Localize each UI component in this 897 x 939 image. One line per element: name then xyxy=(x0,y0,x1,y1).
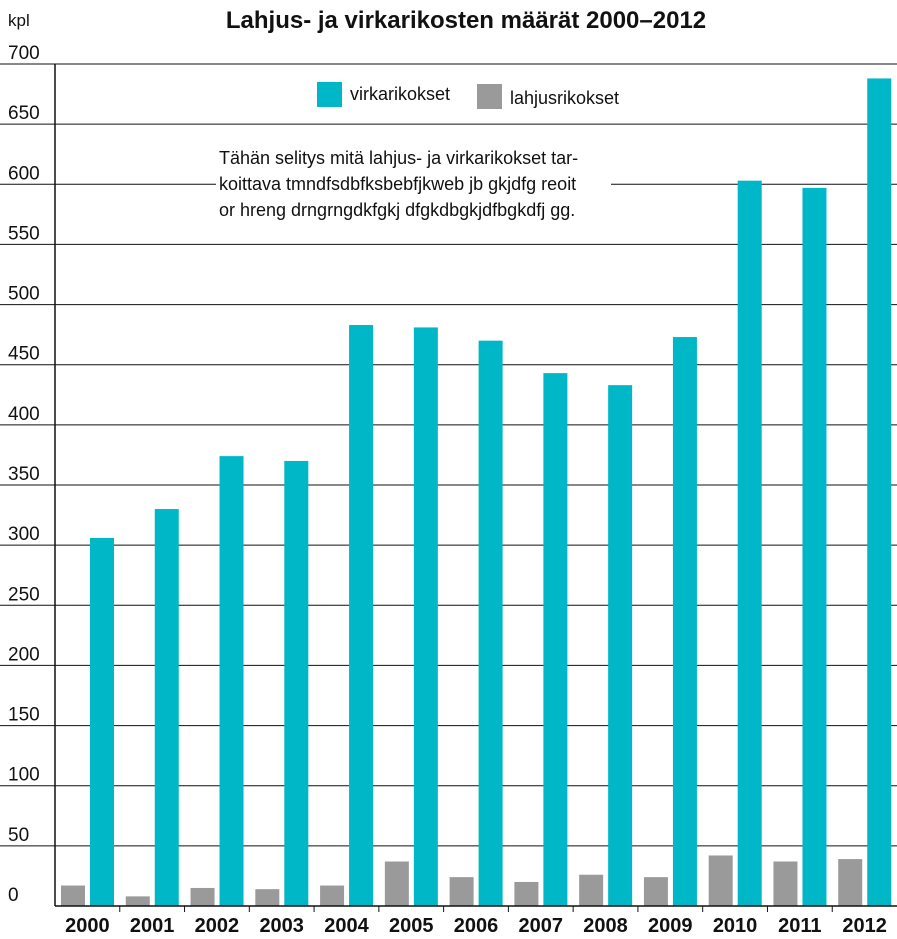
x-tick-label-2009: 2009 xyxy=(648,915,693,937)
legend-label-virkarikokset: virkarikokset xyxy=(350,84,450,104)
bar-virkarikokset-2006 xyxy=(478,340,503,907)
x-tick-label-2005: 2005 xyxy=(389,915,434,937)
x-axis-ticks: 2000 2001 2002 2003 2004 2005 2006 2007 2008 2009… xyxy=(65,906,887,937)
bar-virkarikokset-2011 xyxy=(802,187,827,906)
x-tick-label-2012: 2012 xyxy=(842,915,887,937)
bar-lahjusrikokset-2006 xyxy=(449,877,474,906)
x-tick-label-2007: 2007 xyxy=(519,915,564,937)
y-tick-label-500: 500 xyxy=(8,284,40,305)
bar-virkarikokset-2009 xyxy=(672,337,697,906)
y-tick-label-300: 300 xyxy=(8,524,40,545)
bar-lahjusrikokset-2001 xyxy=(125,896,150,906)
bar-virkarikokset-2010 xyxy=(737,180,762,907)
note-line-3: or hreng drngrngdkfgkj dfgkdbgkjdfbgkdfj… xyxy=(219,200,575,220)
note-line-2: koittava tmndfsdbfksbebfjkweb jb gkjdfg … xyxy=(219,174,576,194)
y-tick-label-100: 100 xyxy=(8,765,40,786)
x-tick-label-2011: 2011 xyxy=(778,915,821,937)
y-tick-label-450: 450 xyxy=(8,344,40,365)
y-tick-label-700: 700 xyxy=(8,43,40,64)
y-tick-label-200: 200 xyxy=(8,644,40,665)
x-tick-label-2006: 2006 xyxy=(454,915,499,937)
bar-lahjusrikokset-2000 xyxy=(61,885,85,906)
y-tick-label-150: 150 xyxy=(8,705,40,726)
bar-lahjusrikokset-2007 xyxy=(514,881,539,906)
bar-virkarikokset-2003 xyxy=(284,460,309,906)
bar-lahjusrikokset-2010 xyxy=(708,855,733,906)
legend-label-lahjusrikokset: lahjusrikokset xyxy=(510,88,619,108)
x-tick-label-2002: 2002 xyxy=(195,915,240,937)
bar-virkarikokset-2007 xyxy=(543,373,568,906)
x-tick-label-2003: 2003 xyxy=(259,915,304,937)
y-tick-label-600: 600 xyxy=(8,163,40,184)
chart-title: Lahjus- ja virkarikosten määrät 2000–201… xyxy=(226,7,706,34)
y-tick-label-350: 350 xyxy=(8,464,40,485)
x-tick-label-2004: 2004 xyxy=(324,915,369,937)
bar-virkarikokset-2000 xyxy=(90,537,114,906)
y-axis-ticks: 0 50 100 150 200 250 300 350 400 450 500 550 600 650 7… xyxy=(8,43,40,906)
note-line-1: Tähän selitys mitä lahjus- ja virkarikok… xyxy=(219,148,578,168)
y-tick-label-0: 0 xyxy=(8,885,19,906)
x-tick-label-2000: 2000 xyxy=(65,915,110,937)
y-tick-label-50: 50 xyxy=(8,825,29,846)
bar-lahjusrikokset-2004 xyxy=(320,885,345,906)
y-tick-label-250: 250 xyxy=(8,584,40,605)
bar-lahjusrikokset-2012 xyxy=(838,859,863,906)
x-tick-label-2008: 2008 xyxy=(583,915,628,937)
y-tick-label-650: 650 xyxy=(8,103,40,124)
y-axis-unit: kpl xyxy=(8,11,30,30)
bar-virkarikokset-2005 xyxy=(413,327,438,906)
x-tick-label-2010: 2010 xyxy=(713,915,758,937)
bar-lahjusrikokset-2005 xyxy=(384,861,409,906)
y-tick-label-550: 550 xyxy=(8,223,40,244)
bar-virkarikokset-2004 xyxy=(349,325,374,906)
chart-note: Tähän selitys mitä lahjus- ja virkarikok… xyxy=(216,142,611,234)
legend: virkarikokset lahjusrikokset xyxy=(317,82,619,109)
bar-virkarikokset-2001 xyxy=(154,509,179,906)
bar-virkarikokset-2012 xyxy=(867,78,892,907)
note-background xyxy=(216,142,611,234)
bar-lahjusrikokset-2008 xyxy=(579,874,604,906)
bar-lahjusrikokset-2011 xyxy=(773,861,798,906)
bar-lahjusrikokset-2009 xyxy=(643,877,668,906)
bar-virkarikokset-2002 xyxy=(219,456,244,906)
gridlines xyxy=(0,63,897,847)
bars xyxy=(61,78,892,907)
bar-virkarikokset-2008 xyxy=(608,385,633,907)
legend-swatch-lahjusrikokset xyxy=(477,84,502,109)
legend-swatch-virkarikokset xyxy=(317,82,342,107)
bar-lahjusrikokset-2003 xyxy=(255,889,280,906)
bar-lahjusrikokset-2002 xyxy=(190,887,215,906)
x-tick-label-2001: 2001 xyxy=(130,915,175,937)
y-tick-label-400: 400 xyxy=(8,404,40,425)
